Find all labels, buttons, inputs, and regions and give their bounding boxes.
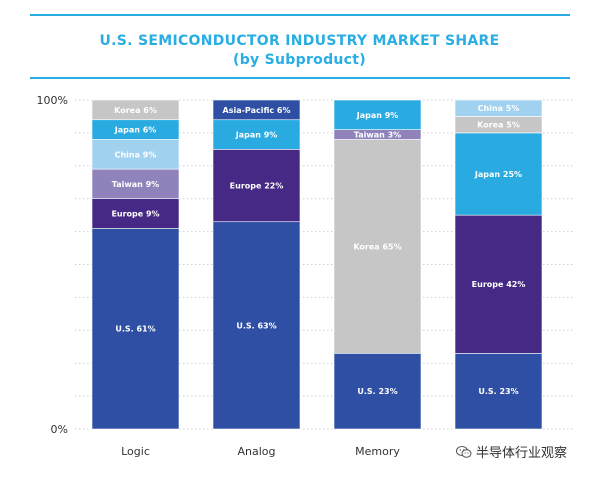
data-label: Europe 22% <box>230 182 284 191</box>
bar-segment <box>212 99 301 121</box>
bar-segment <box>333 353 422 430</box>
x-tick-label: Analog <box>237 445 275 458</box>
bar-segment <box>91 198 180 229</box>
data-label: Korea 65% <box>353 242 401 251</box>
data-label: Europe 42% <box>472 280 526 289</box>
data-label: China 5% <box>478 104 520 113</box>
data-label: Japan 9% <box>356 111 399 120</box>
data-label: U.S. 63% <box>236 321 276 330</box>
watermark: 半导体行业观察 <box>453 442 571 461</box>
bar-segment <box>91 228 180 430</box>
bar-segment <box>454 214 543 354</box>
chart-subtitle: (by Subproduct) <box>233 52 366 68</box>
data-label: Korea 5% <box>477 121 520 130</box>
bar-segment <box>333 139 422 354</box>
bar-segment <box>212 149 301 223</box>
data-label: Japan 25% <box>474 170 522 179</box>
bar-segment <box>454 99 543 117</box>
y-tick-label: 0% <box>51 423 68 436</box>
header-rule-bottom <box>30 77 570 79</box>
y-tick-label: 100% <box>37 94 68 107</box>
data-label: Europe 9% <box>111 210 159 219</box>
data-label: China 9% <box>115 150 157 159</box>
data-label: Asia-Pacific 6% <box>223 106 291 115</box>
bar-segment <box>454 353 543 430</box>
data-label: Taiwan 3% <box>354 131 401 140</box>
watermark-text: 半导体行业观察 <box>476 446 568 461</box>
x-tick-label: Memory <box>355 445 400 458</box>
data-label: Taiwan 9% <box>112 180 159 189</box>
wechat-icon <box>456 445 472 458</box>
data-label: Japan 9% <box>235 131 278 140</box>
bar-segment <box>333 99 422 130</box>
data-label: Korea 6% <box>114 106 157 115</box>
bar-segment <box>91 99 180 121</box>
bar-segment <box>454 132 543 216</box>
data-label: U.S. 23% <box>478 387 518 396</box>
header-rule-top <box>30 14 570 16</box>
data-label: U.S. 23% <box>357 387 397 396</box>
data-label: U.S. 61% <box>115 325 155 334</box>
chart-title: U.S. SEMICONDUCTOR INDUSTRY MARKET SHARE <box>99 33 500 49</box>
bar-segment <box>212 221 301 430</box>
bar-segment <box>212 119 301 150</box>
x-tick-label: Logic <box>121 445 150 458</box>
data-label: Japan 6% <box>114 126 157 135</box>
